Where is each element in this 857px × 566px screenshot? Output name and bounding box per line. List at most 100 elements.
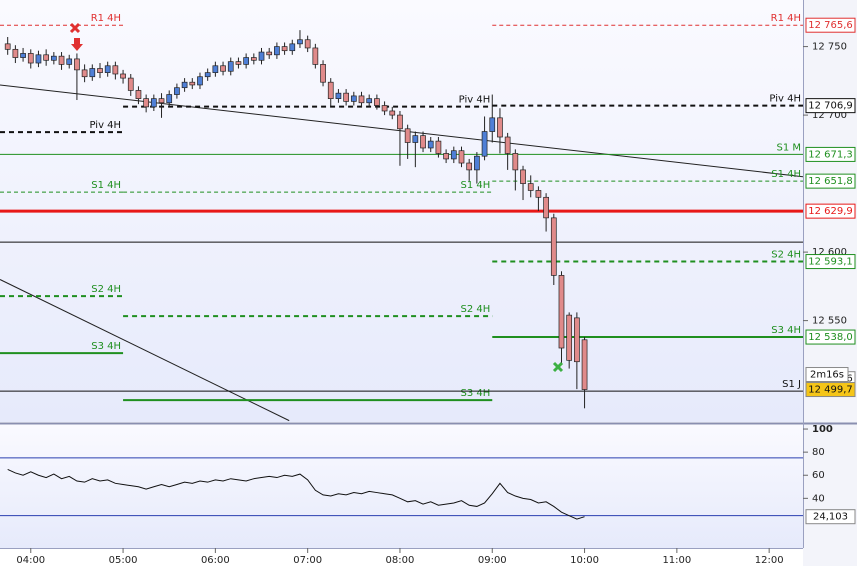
candle-body	[197, 76, 203, 86]
level-name: S3 4H	[771, 325, 801, 336]
candle-body	[166, 94, 173, 104]
candle-body	[120, 73, 126, 79]
candle-body	[550, 217, 557, 276]
candle-body	[281, 46, 288, 52]
candle-body	[358, 95, 365, 104]
candle-body	[189, 81, 196, 86]
candle-body	[235, 61, 242, 65]
candle-body	[389, 110, 396, 116]
level-value: 12 593,1	[808, 257, 853, 268]
level-name: S1 4H	[460, 180, 490, 191]
level-name: S1 4H	[91, 180, 121, 191]
level-name: Piv 4H	[769, 94, 801, 105]
candle-body	[512, 153, 519, 171]
rsi-panel	[0, 425, 803, 548]
level-value-box	[805, 254, 856, 270]
candle-body	[420, 135, 426, 149]
price-label-box	[805, 382, 856, 398]
candle-body	[4, 43, 11, 50]
level-value: 12 765,6	[808, 20, 853, 31]
signal-icons	[69, 22, 564, 373]
candle-body	[312, 47, 319, 65]
candle-body	[489, 117, 496, 132]
candle-body	[289, 43, 296, 52]
axis-labels: 12 750 12 700 12 600 12 550 04:00 05:00 06:00 0…	[16, 17, 856, 566]
y-tick-label: 12 600	[812, 247, 847, 258]
candle-body	[581, 339, 588, 390]
x-tick-label: 08:00	[386, 555, 415, 566]
candle-body	[150, 98, 157, 108]
price-axis	[803, 0, 857, 566]
candle-body	[566, 314, 573, 361]
candle-body	[204, 72, 211, 78]
trendline	[0, 279, 290, 422]
level-value-box	[805, 17, 856, 33]
candle-body	[535, 190, 542, 198]
level-name: S3 4H	[460, 388, 490, 399]
candle-body	[135, 90, 142, 99]
level-value: 12 706,9	[808, 101, 853, 112]
level-value-box	[805, 146, 856, 162]
value-label-box	[805, 509, 856, 525]
candle-body	[404, 128, 411, 143]
candle-body	[227, 61, 234, 72]
level-name: S1 4H	[771, 169, 801, 180]
rsi-line	[7, 469, 585, 520]
candle-body	[443, 153, 449, 160]
candle-body	[527, 183, 534, 191]
candle-body	[497, 117, 503, 138]
level-name: S3 4H	[91, 341, 121, 352]
level-name: S2 4H	[460, 304, 490, 315]
candle-body	[174, 87, 180, 95]
x-tick-label: 11:00	[662, 555, 691, 566]
level-value: 12 651,8	[808, 176, 853, 187]
candle-body	[458, 150, 465, 164]
y-tick-label: 40	[812, 493, 825, 504]
x-tick-label: 09:00	[478, 555, 507, 566]
buy-signal	[552, 361, 564, 373]
candle-body	[520, 169, 526, 184]
chart-layer: R1 4H Piv 4H S1 4H S2 4H S3 4H Piv 4H S1 4H S2 …	[0, 13, 856, 566]
candle-body	[12, 48, 19, 58]
candle-body	[266, 51, 273, 56]
candle-body	[143, 98, 149, 108]
level-name: R1 4H	[91, 13, 121, 24]
level-name: Piv 4H	[459, 95, 491, 106]
trendline	[0, 84, 803, 178]
candle-body	[327, 81, 334, 99]
rsi-plot	[0, 457, 803, 520]
candle-body	[74, 58, 80, 71]
candle-body	[274, 46, 280, 56]
candle-body	[243, 57, 249, 65]
candle-body	[181, 81, 188, 89]
candle-body	[112, 65, 119, 75]
candle-body	[20, 53, 26, 58]
candle-body	[435, 140, 442, 154]
candle-body	[335, 92, 342, 99]
x-tick-label: 10:00	[570, 555, 599, 566]
level-value-box	[805, 98, 856, 114]
level-name: S2 4H	[771, 250, 801, 261]
candle-body	[127, 77, 134, 91]
candle-body	[250, 57, 257, 61]
candle-body	[558, 275, 565, 349]
y-tick-label: 60	[812, 470, 825, 481]
candle-body	[427, 140, 434, 149]
candle-body	[220, 65, 226, 72]
x-tick-label: 12:00	[755, 555, 784, 566]
candle-body	[81, 69, 88, 78]
candle-body	[158, 98, 165, 104]
sell-signal	[69, 22, 81, 34]
level-value-box	[805, 203, 856, 219]
level-value-box	[805, 173, 856, 189]
candle-body	[89, 68, 96, 78]
value-label: 24,103	[813, 512, 848, 523]
candle-body	[43, 54, 49, 61]
timer: 2m16s	[810, 370, 844, 381]
candle-body	[66, 58, 73, 65]
candle-body	[304, 39, 311, 49]
price-label: 12 499,7	[808, 385, 853, 396]
level-value-box	[805, 329, 856, 345]
level-name: Piv 4H	[89, 120, 121, 131]
